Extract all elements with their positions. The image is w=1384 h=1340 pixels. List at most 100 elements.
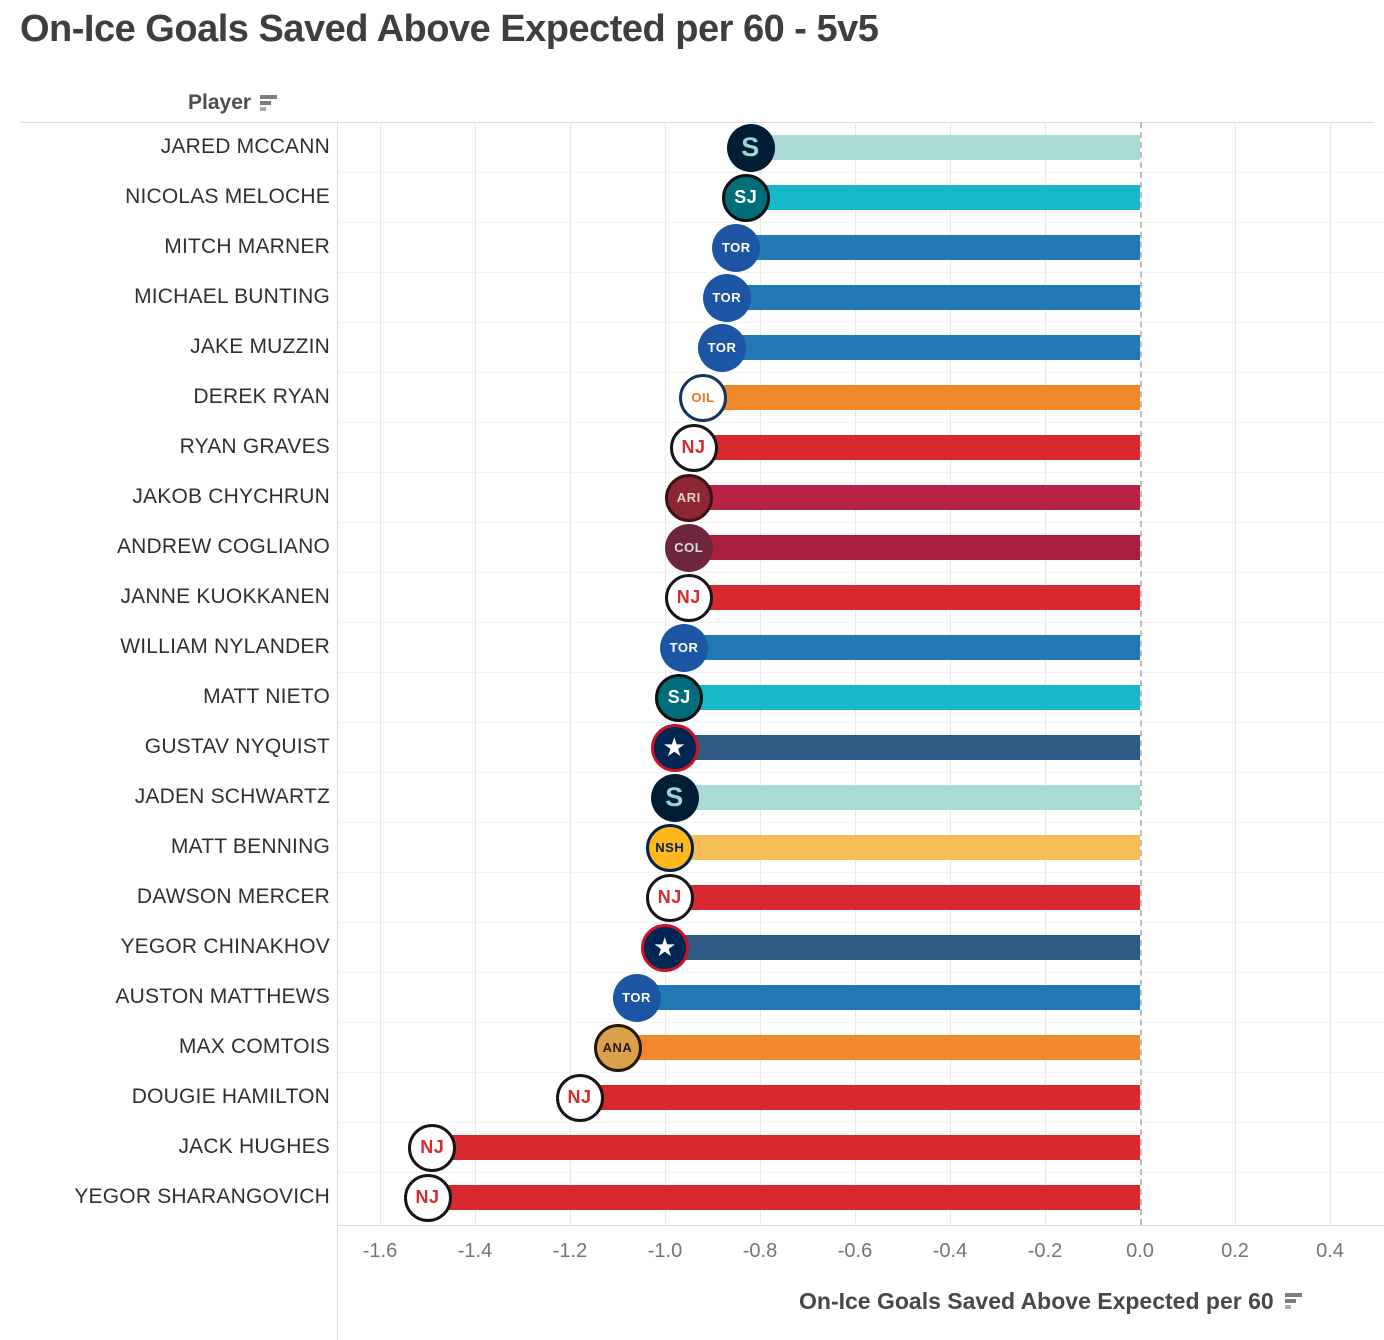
x-axis-tick-label: 0.4 bbox=[1316, 1240, 1344, 1262]
player-bar[interactable] bbox=[688, 535, 1140, 560]
row-separator-line bbox=[338, 172, 1384, 173]
player-bar[interactable] bbox=[684, 635, 1140, 660]
player-bar[interactable] bbox=[579, 1085, 1140, 1110]
x-axis-tick-label: 0.2 bbox=[1221, 1240, 1249, 1262]
player-label: WILLIAM NYLANDER bbox=[120, 635, 330, 658]
player-bar[interactable] bbox=[669, 835, 1140, 860]
x-gridline bbox=[380, 122, 381, 1225]
player-bar[interactable] bbox=[726, 285, 1140, 310]
player-bar[interactable] bbox=[688, 585, 1140, 610]
player-label: JACK HUGHES bbox=[178, 1135, 330, 1158]
row-separator-line bbox=[338, 572, 1384, 573]
player-bar[interactable] bbox=[427, 1185, 1140, 1210]
player-label: GUSTAV NYQUIST bbox=[144, 735, 330, 758]
axis-divider-line bbox=[337, 1225, 1384, 1226]
team-logo-col: COL bbox=[664, 523, 713, 572]
player-bar[interactable] bbox=[750, 135, 1140, 160]
player-label: MATT NIETO bbox=[203, 685, 330, 708]
x-gridline bbox=[475, 122, 476, 1225]
row-separator-line bbox=[338, 922, 1384, 923]
x-gridline bbox=[950, 122, 951, 1225]
x-axis-tick-label: -0.8 bbox=[742, 1240, 778, 1262]
row-separator-line bbox=[338, 822, 1384, 823]
player-bar[interactable] bbox=[669, 885, 1140, 910]
team-logo-njd: NJ bbox=[555, 1073, 604, 1122]
label-plot-separator-line bbox=[337, 122, 338, 1340]
player-bar[interactable] bbox=[736, 235, 1140, 260]
page-title: On-Ice Goals Saved Above Expected per 60… bbox=[20, 8, 879, 50]
row-separator-line bbox=[338, 472, 1384, 473]
team-logo-tor: TOR bbox=[702, 273, 751, 322]
row-separator-line bbox=[338, 1122, 1384, 1123]
player-bar[interactable] bbox=[617, 1035, 1140, 1060]
team-logo-njd: NJ bbox=[408, 1123, 457, 1172]
x-axis-title: On-Ice Goals Saved Above Expected per 60 bbox=[799, 1287, 1302, 1315]
x-gridline bbox=[1235, 122, 1236, 1225]
row-separator-line bbox=[338, 672, 1384, 673]
team-logo-tor: TOR bbox=[660, 623, 708, 672]
row-separator-line bbox=[338, 422, 1384, 423]
team-logo-tor: TOR bbox=[612, 973, 661, 1022]
team-logo-njd: NJ bbox=[664, 573, 713, 622]
x-gridline bbox=[1045, 122, 1046, 1225]
player-label: MITCH MARNER bbox=[164, 235, 330, 258]
player-label: YEGOR SHARANGOVICH bbox=[74, 1185, 330, 1208]
x-axis-tick-label: -1.0 bbox=[647, 1240, 683, 1262]
team-logo-ari: ARI bbox=[664, 473, 713, 522]
player-label: JANNE KUOKKANEN bbox=[120, 585, 330, 608]
x-axis-tick-label: -1.2 bbox=[552, 1240, 588, 1262]
row-separator-line bbox=[338, 1022, 1384, 1023]
player-bar[interactable] bbox=[745, 185, 1140, 210]
team-logo-ana: ANA bbox=[593, 1023, 642, 1072]
player-label: RYAN GRAVES bbox=[179, 435, 330, 458]
player-label: NICOLAS MELOCHE bbox=[125, 185, 330, 208]
row-separator-line bbox=[338, 322, 1384, 323]
x-gridline bbox=[570, 122, 571, 1225]
player-bar[interactable] bbox=[674, 785, 1140, 810]
player-bar[interactable] bbox=[722, 335, 1140, 360]
team-logo-sea: S bbox=[726, 123, 775, 172]
team-logo-edm: OIL bbox=[679, 373, 727, 422]
player-label: JAKE MUZZIN bbox=[190, 335, 330, 358]
sort-descending-icon[interactable] bbox=[1284, 1293, 1302, 1309]
team-logo-njd: NJ bbox=[669, 423, 718, 472]
row-separator-line bbox=[338, 1172, 1384, 1173]
player-bar[interactable] bbox=[665, 935, 1140, 960]
player-bar[interactable] bbox=[688, 485, 1140, 510]
player-label: JADEN SCHWARTZ bbox=[134, 785, 330, 808]
player-label: MATT BENNING bbox=[170, 835, 330, 858]
row-separator-line bbox=[338, 272, 1384, 273]
player-bar[interactable] bbox=[693, 435, 1140, 460]
x-gridline bbox=[760, 122, 761, 1225]
player-bar[interactable] bbox=[674, 735, 1140, 760]
x-axis-tick-label: -0.2 bbox=[1027, 1240, 1063, 1262]
team-logo-cbj: ★ bbox=[641, 923, 689, 972]
x-axis-tick-label: -0.4 bbox=[932, 1240, 968, 1262]
player-label: YEGOR CHINAKHOV bbox=[120, 935, 330, 958]
row-separator-line bbox=[338, 972, 1384, 973]
player-bar[interactable] bbox=[636, 985, 1140, 1010]
player-label: JARED MCCANN bbox=[160, 135, 330, 158]
team-logo-sea: S bbox=[650, 773, 699, 822]
player-column-header[interactable]: Player bbox=[188, 90, 278, 116]
team-logo-sjs: SJ bbox=[655, 673, 704, 722]
player-bar[interactable] bbox=[432, 1135, 1140, 1160]
row-separator-line bbox=[338, 222, 1384, 223]
x-axis-title-label: On-Ice Goals Saved Above Expected per 60 bbox=[799, 1287, 1274, 1314]
team-logo-tor: TOR bbox=[712, 223, 761, 272]
row-separator-line bbox=[338, 1072, 1384, 1073]
player-label: DEREK RYAN bbox=[193, 385, 330, 408]
player-bar[interactable] bbox=[679, 685, 1140, 710]
player-bar[interactable] bbox=[703, 385, 1140, 410]
player-label: DOUGIE HAMILTON bbox=[131, 1085, 330, 1108]
header-divider-line bbox=[20, 122, 1374, 123]
player-label: MICHAEL BUNTING bbox=[134, 285, 330, 308]
zero-reference-line bbox=[1140, 122, 1142, 1225]
team-logo-sjs: SJ bbox=[721, 173, 770, 222]
x-gridline bbox=[665, 122, 666, 1225]
team-logo-tor: TOR bbox=[698, 323, 746, 372]
row-separator-line bbox=[338, 522, 1384, 523]
row-separator-line bbox=[338, 872, 1384, 873]
sort-descending-icon[interactable] bbox=[260, 95, 278, 111]
